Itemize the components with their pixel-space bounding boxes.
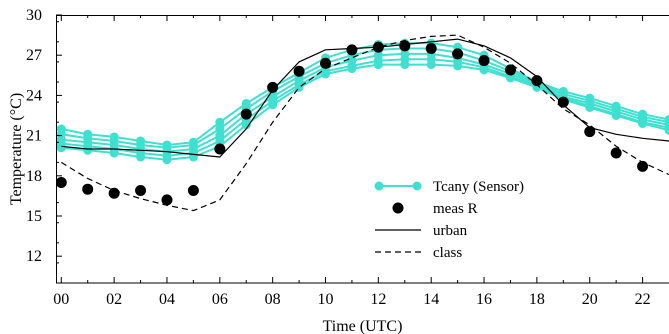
tcany-sensor-point <box>56 143 66 153</box>
tcany-sensor-point <box>294 82 304 92</box>
y-tick-label: 18 <box>26 168 42 185</box>
x-tick-label: 00 <box>53 291 69 308</box>
tcany-sensor-point <box>373 60 383 70</box>
meas-r-point <box>240 108 252 120</box>
meas-r-point <box>267 81 279 93</box>
tcany-sensor-point <box>585 102 595 112</box>
y-tick-label: 21 <box>26 128 42 145</box>
meas-r-point <box>531 75 543 87</box>
legend-label: meas R <box>433 201 478 217</box>
tcany-sensor-point <box>83 145 93 155</box>
meas-r-point <box>610 147 622 159</box>
x-axis-label: Time (UTC) <box>323 318 403 334</box>
plot-frame <box>56 15 669 284</box>
tcany-sensor-point <box>268 100 278 110</box>
legend-meas-r-marker <box>392 202 404 214</box>
meas-r-point <box>504 64 516 76</box>
x-tick-label: 10 <box>318 291 334 308</box>
meas-r-point <box>135 185 147 197</box>
x-tick-label: 16 <box>476 291 492 308</box>
meas-r-point <box>320 57 332 69</box>
y-tick-label: 24 <box>26 87 42 104</box>
tcany-sensor-point <box>664 125 669 135</box>
y-tick-label: 27 <box>26 47 42 64</box>
meas-r-point <box>293 65 305 77</box>
x-tick-label: 18 <box>529 291 545 308</box>
tcany-sensor-point <box>136 152 146 162</box>
tcany-sensor-point <box>638 119 648 129</box>
x-tick-label: 08 <box>265 291 281 308</box>
tcany-sensor-point <box>162 155 172 165</box>
meas-r-point <box>452 48 464 60</box>
series-layer <box>56 34 669 212</box>
x-tick-label: 22 <box>635 291 651 308</box>
legend-tcany-marker <box>412 181 422 191</box>
meas-r-point <box>346 44 358 56</box>
x-tick-label: 14 <box>423 291 439 308</box>
class-line <box>60 34 669 212</box>
x-tick-label: 02 <box>106 291 122 308</box>
x-tick-label: 06 <box>212 291 228 308</box>
tcany-sensor-point <box>453 61 463 71</box>
meas-r-point <box>56 177 67 188</box>
tcany-sensor-point <box>109 148 119 158</box>
tcany-sensor-line <box>61 58 669 157</box>
tcany-sensor-point <box>611 111 621 120</box>
y-tick-label: 15 <box>26 208 42 225</box>
tcany-sensor-point <box>400 60 410 70</box>
y-tick-label: 30 <box>26 7 42 24</box>
meas-r-point <box>161 194 173 206</box>
tcany-sensor-point <box>347 64 357 74</box>
tcany-sensor-point <box>321 69 331 79</box>
x-tick-label: 12 <box>370 291 386 308</box>
urban-line <box>61 38 669 158</box>
legend: Tcany (Sensor) meas R urban class <box>374 179 524 261</box>
meas-r-point <box>399 40 411 52</box>
legend-label: urban <box>433 223 468 239</box>
tcany-sensor-point <box>426 60 436 70</box>
meas-r-point <box>214 143 226 155</box>
meas-r-point <box>82 183 94 195</box>
legend-label: class <box>433 245 462 261</box>
y-axis-label: Temperature (°C) <box>8 93 25 205</box>
meas-r-point <box>637 160 649 172</box>
meas-r-point <box>478 55 490 67</box>
legend-label: Tcany (Sensor) <box>433 179 524 195</box>
legend-tcany-marker <box>374 181 384 191</box>
meas-r-point <box>108 187 120 199</box>
meas-r-point <box>557 96 569 108</box>
ticks-layer: 00 02 04 06 08 10 12 14 16 18 20 22 12 15 18 21 24 27 30 <box>26 7 651 308</box>
meas-r-point <box>425 43 437 54</box>
x-tick-label: 20 <box>582 291 598 308</box>
tcany-sensor-point <box>215 117 225 127</box>
tcany-sensor-point <box>505 73 515 83</box>
tcany-sensor-point <box>241 120 251 130</box>
x-tick-label: 04 <box>159 291 175 308</box>
y-tick-label: 12 <box>26 248 42 265</box>
meas-r-point <box>187 185 199 197</box>
tcany-sensor-point <box>479 65 489 75</box>
tcany-sensor-point <box>215 124 225 134</box>
